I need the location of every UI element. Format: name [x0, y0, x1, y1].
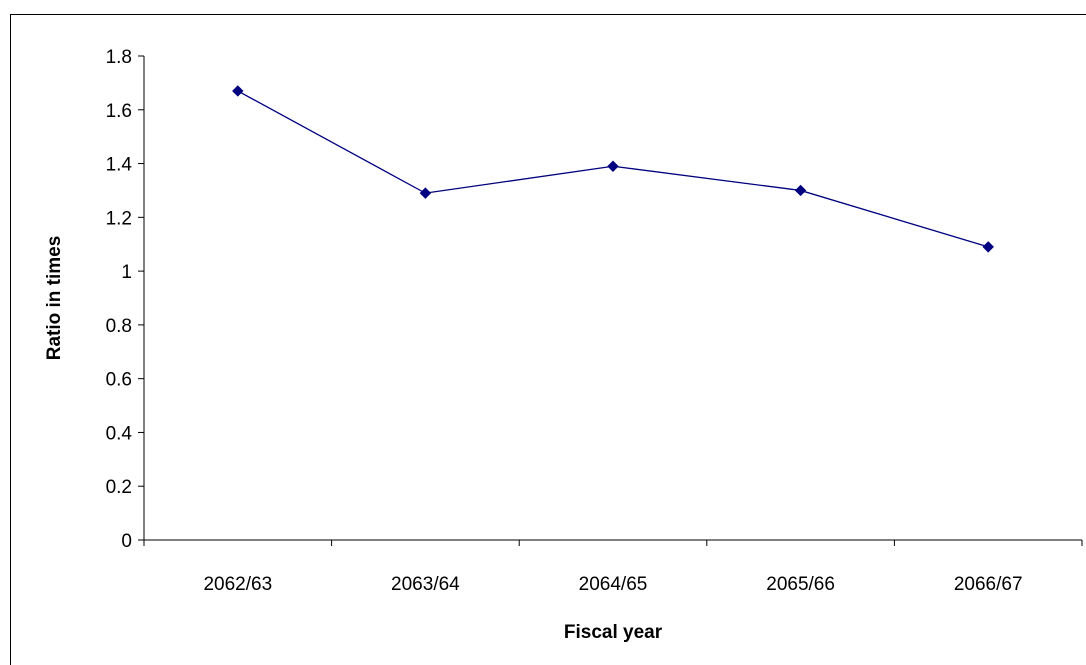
data-point	[982, 241, 994, 253]
y-tick-label: 1.8	[106, 47, 132, 68]
x-tick-label: 2065/66	[766, 574, 835, 595]
y-tick-label: 1.4	[106, 155, 133, 176]
y-tick-label: 0.4	[106, 423, 133, 444]
x-tick-label: 2064/65	[579, 574, 648, 595]
data-point	[419, 187, 432, 199]
y-axis-title: Ratio in times	[44, 236, 65, 361]
data-point	[607, 160, 619, 172]
y-tick-label: 0.6	[106, 370, 132, 391]
y-tick-label: 0.8	[106, 316, 132, 337]
data-point	[232, 85, 244, 97]
x-tick-label: 2063/64	[391, 574, 460, 595]
chart-frame	[10, 14, 1086, 665]
y-tick-label: 0.2	[106, 477, 132, 498]
x-axis: 2062/63 2063/64 2064/65 2065/66 2066/67	[143, 539, 1083, 595]
y-tick-label: 1.2	[106, 208, 132, 229]
x-axis-title: Fiscal year	[564, 622, 663, 643]
y-tick-label: 0	[121, 531, 132, 552]
y-axis: 0 0.2 0.4 0.6 0.8 1 1.2 1.4 1.6 1.8	[106, 47, 145, 552]
y-tick-label: 1.6	[106, 101, 132, 122]
x-tick-label: 2066/67	[954, 574, 1023, 595]
x-tick-label: 2062/63	[203, 574, 272, 595]
series	[232, 85, 994, 253]
y-tick-label: 1	[121, 262, 132, 283]
data-point	[794, 184, 807, 197]
